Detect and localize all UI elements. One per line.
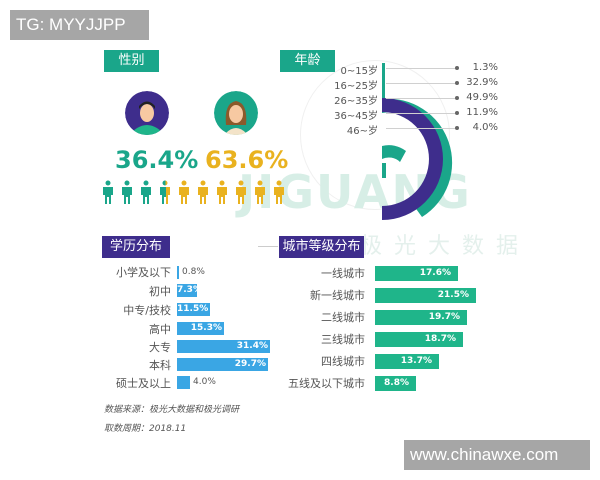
person-icon — [236, 180, 246, 204]
city-bar-5: 8.8% — [375, 376, 416, 391]
edu-bar-0 — [177, 266, 179, 279]
age-dot — [455, 126, 459, 130]
age-leader-line — [386, 68, 456, 69]
age-label-3: 36~45岁 — [334, 111, 378, 122]
age-dot — [455, 66, 459, 70]
age-value-4: 4.0% — [472, 122, 498, 133]
age-value-0: 1.3% — [472, 62, 498, 73]
person-icon — [141, 180, 151, 204]
age-label-0: 0~15岁 — [340, 66, 378, 77]
bg-watermark-cn: 极光大数据 — [360, 234, 531, 259]
age-dot — [455, 81, 459, 85]
education-title: 学历分布 — [102, 236, 170, 258]
edu-label-1: 初中 — [149, 285, 171, 298]
person-icon — [274, 180, 284, 204]
city-bar-1: 21.5% — [375, 288, 476, 303]
edu-label-3: 高中 — [149, 323, 171, 336]
person-icon-split — [160, 180, 170, 204]
city-bar-3: 18.7% — [375, 332, 463, 347]
male-percentage: 36.4% — [115, 146, 199, 174]
edu-label-5: 本科 — [149, 359, 171, 372]
city-label-1: 新一线城市 — [310, 289, 365, 302]
city-bar-4: 13.7% — [375, 354, 439, 369]
person-icon — [255, 180, 265, 204]
edu-bar-1: 7.3% — [177, 284, 202, 297]
edu-value-6: 4.0% — [193, 377, 216, 387]
person-icon — [103, 180, 113, 204]
city-label-4: 四线城市 — [321, 355, 365, 368]
age-value-3: 11.9% — [466, 107, 498, 118]
city-label-5: 五线及以下城市 — [288, 377, 365, 390]
person-icon — [179, 180, 189, 204]
female-percentage: 63.6% — [205, 146, 289, 174]
edu-value-0: 0.8% — [182, 267, 205, 277]
age-label-1: 16~25岁 — [334, 81, 378, 92]
data-period: 取数周期：2018.11 — [104, 424, 187, 434]
edu-label-6: 硕士及以上 — [116, 377, 171, 390]
gender-title: 性别 — [104, 50, 159, 72]
edu-bar-3: 15.3% — [177, 322, 224, 335]
edu-bar-2: 11.5% — [177, 303, 210, 316]
city-title: 城市等级分布 — [279, 236, 364, 258]
age-title: 年龄 — [280, 50, 335, 72]
data-source: 数据来源：极光大数据和极光调研 — [104, 405, 240, 415]
age-value-2: 49.9% — [466, 92, 498, 103]
gender-people-icons — [101, 180, 286, 204]
edu-bar-5: 29.7% — [177, 358, 268, 371]
edu-bar-4: 31.4% — [177, 340, 270, 353]
bottom-watermark: www.chinawxe.com — [404, 440, 590, 470]
person-icon — [217, 180, 227, 204]
age-value-1: 32.9% — [466, 77, 498, 88]
person-icon — [198, 180, 208, 204]
edu-label-0: 小学及以下 — [116, 266, 171, 279]
age-dot — [455, 111, 459, 115]
age-leader-line — [386, 98, 456, 99]
city-label-3: 三线城市 — [321, 333, 365, 346]
edu-label-2: 中专/技校 — [123, 304, 171, 317]
age-dot — [455, 96, 459, 100]
age-label-2: 26~35岁 — [334, 96, 378, 107]
age-leader-line — [386, 113, 456, 114]
city-bar-2: 19.7% — [375, 310, 467, 325]
female-avatar-icon — [214, 91, 258, 135]
city-bar-0: 17.6% — [375, 266, 458, 281]
male-avatar-icon — [125, 91, 169, 135]
age-leader-line — [386, 128, 456, 129]
bg-ring — [300, 60, 450, 210]
edu-bar-6 — [177, 376, 190, 389]
city-label-2: 二线城市 — [321, 311, 365, 324]
divider — [258, 246, 278, 247]
age-label-4: 46~岁 — [346, 126, 378, 137]
person-icon — [122, 180, 132, 204]
edu-label-4: 大专 — [149, 341, 171, 354]
city-label-0: 一线城市 — [321, 267, 365, 280]
age-leader-line — [386, 83, 456, 84]
top-watermark: TG: MYYJJPP — [10, 10, 149, 40]
